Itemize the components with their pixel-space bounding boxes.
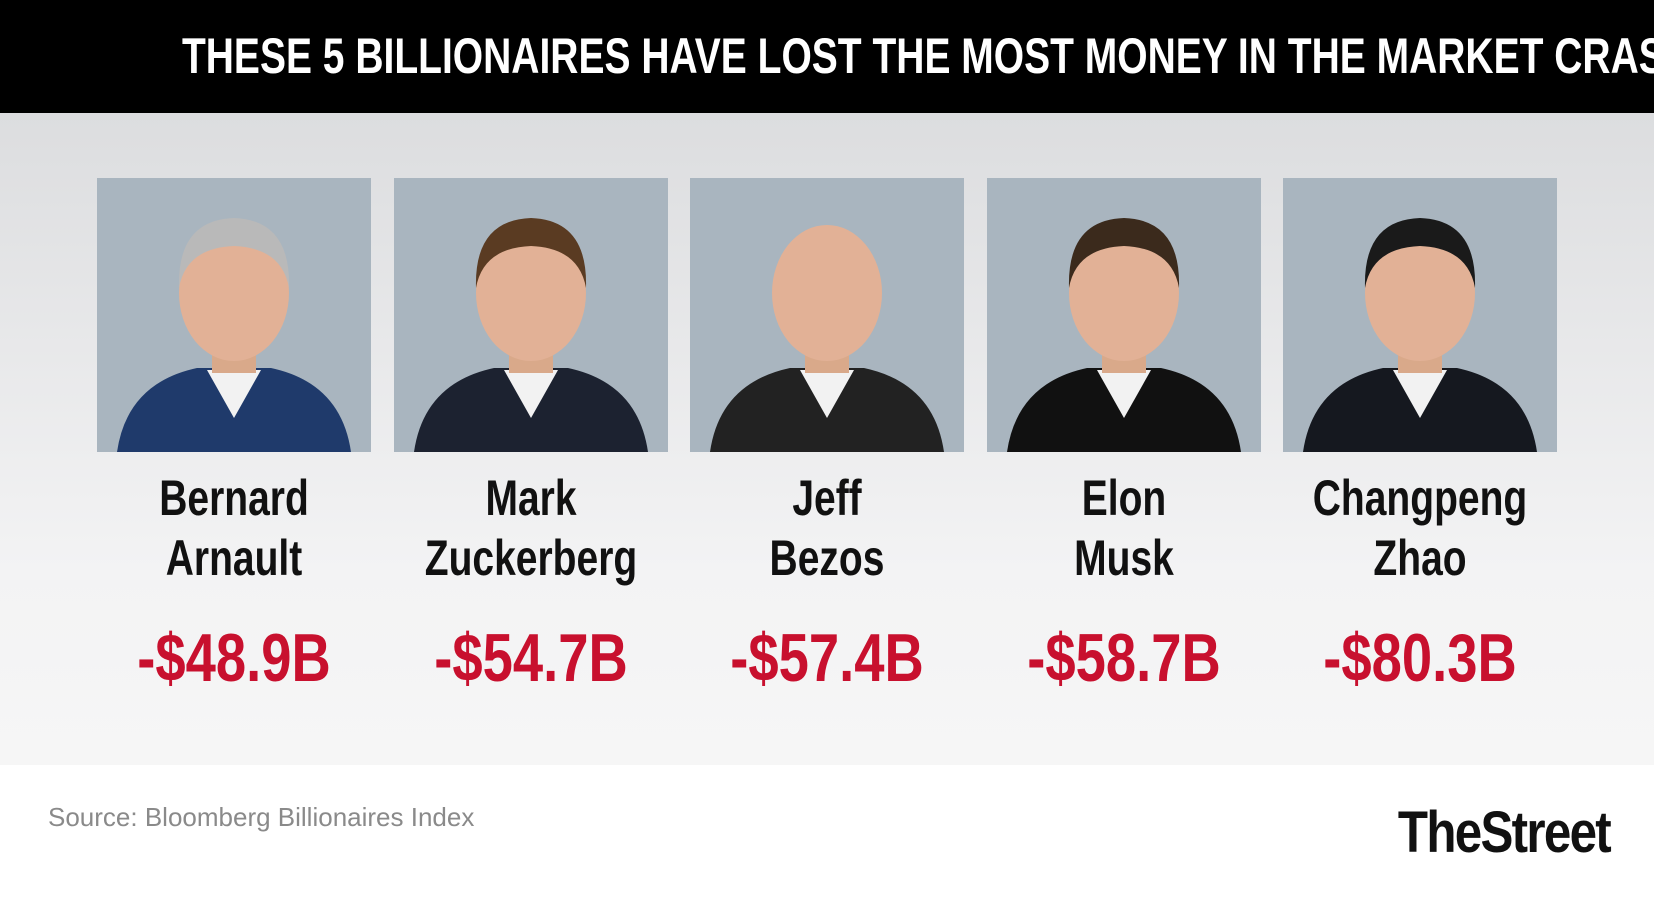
face — [1068, 225, 1179, 361]
loss: -$80.3B — [1323, 620, 1517, 696]
header-bar: THESE 5 BILLIONAIRES HAVE LOST THE MOST … — [0, 0, 1654, 113]
face — [1365, 225, 1475, 361]
face — [179, 225, 289, 361]
loss: -$54.7B — [433, 620, 628, 696]
last-name: Zuckerberg — [424, 530, 637, 586]
loss: -$48.9B — [137, 620, 331, 696]
shirt — [1096, 370, 1151, 418]
hair — [1364, 218, 1476, 288]
shirt — [1393, 370, 1447, 418]
photo — [393, 178, 668, 452]
face — [475, 225, 586, 361]
face — [772, 225, 882, 361]
loss: -$57.4B — [730, 620, 924, 696]
last-name: Musk — [1073, 530, 1174, 586]
last-name: Zhao — [1373, 530, 1467, 586]
photo — [986, 178, 1261, 452]
hair — [475, 218, 586, 288]
first-name: Changpeng — [1312, 470, 1528, 526]
hair — [178, 218, 290, 288]
first-name: Mark — [484, 470, 577, 526]
shirt — [800, 370, 854, 418]
photo — [97, 178, 371, 452]
last-name: Arnault — [165, 530, 303, 586]
shirt — [503, 370, 558, 418]
first-name: Jeff — [792, 470, 862, 526]
first-name: Bernard — [159, 470, 309, 526]
photo — [690, 178, 964, 452]
loss: -$58.7B — [1026, 620, 1221, 696]
last-name: Bezos — [769, 530, 885, 586]
logo: TheStreet — [1397, 800, 1612, 865]
hair — [1068, 218, 1179, 288]
photo — [1283, 178, 1557, 452]
source: Source: Bloomberg Billionaires Index — [48, 802, 475, 832]
title: THESE 5 BILLIONAIRES HAVE LOST THE MOST … — [181, 28, 1654, 84]
first-name: Elon — [1081, 470, 1166, 526]
shirt — [207, 370, 261, 418]
